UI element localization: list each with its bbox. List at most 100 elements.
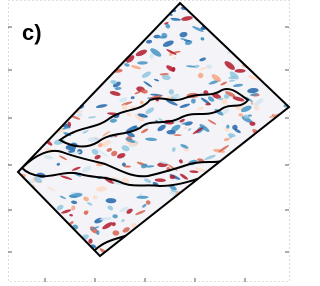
- vortex-blob: [223, 0, 230, 7]
- vortex-blob: [283, 38, 289, 43]
- vortex-blob: [256, 65, 263, 69]
- vortex-blob: [190, 237, 200, 246]
- vortex-blob: [97, 25, 105, 32]
- vortex-blob: [75, 5, 84, 10]
- vortex-blob: [196, 223, 203, 230]
- vortex-blob: [282, 218, 291, 225]
- vortex-blob: [90, 49, 98, 53]
- vortex-blob: [180, 252, 188, 258]
- figure-panel: c): [0, 0, 292, 286]
- vortex-blob: [282, 219, 292, 221]
- vortex-blob: [173, 233, 179, 237]
- vortex-blob: [242, 237, 251, 245]
- vortex-blob: [16, 115, 27, 121]
- vortex-blob: [273, 0, 282, 6]
- vortex-blob: [26, 97, 38, 105]
- vortex-blob: [67, 79, 75, 81]
- vortex-blob: [161, 250, 172, 258]
- vortex-blob: [127, 19, 136, 24]
- vortex-blob: [57, 249, 66, 257]
- vortex-blob: [27, 75, 37, 84]
- vortex-blob: [31, 73, 44, 80]
- vortex-blob: [87, 8, 98, 17]
- vortex-blob: [59, 10, 66, 15]
- vortex-blob: [273, 55, 279, 60]
- vortex-blob: [12, 11, 21, 17]
- vortex-blob: [237, 240, 248, 246]
- vortex-blob: [40, 213, 44, 216]
- vortex-blob: [26, 97, 33, 104]
- vortex-blob: [194, 234, 201, 238]
- vortex-blob: [267, 1, 278, 8]
- vortex-blob: [188, 248, 191, 251]
- vortex-blob: [264, 129, 274, 138]
- vortex-blob: [104, 38, 111, 44]
- vortex-blob: [217, 238, 221, 241]
- vortex-blob: [257, 218, 270, 228]
- vortex-blob: [257, 251, 269, 257]
- vortex-blob: [46, 20, 50, 25]
- vortex-blob: [29, 97, 40, 103]
- vortex-blob: [272, 129, 279, 135]
- vortex-blob: [102, 27, 108, 34]
- vortex-blob: [91, 54, 97, 58]
- vortex-blob: [50, 83, 55, 89]
- vortex-blob: [43, 12, 53, 21]
- vortex-blob: [63, 25, 71, 32]
- vortex-blob: [263, 254, 268, 260]
- vortex-blob: [45, 69, 54, 76]
- vortex-blob: [251, 4, 256, 9]
- vortex-blob: [46, 91, 53, 98]
- vortex-blob: [182, 219, 189, 224]
- vortex-blob: [77, 45, 86, 51]
- vortex-blob: [237, 21, 245, 26]
- vortex-blob: [166, 204, 179, 214]
- vortex-blob: [274, 63, 282, 69]
- vortex-blob: [234, 196, 240, 200]
- vortex-blob: [26, 228, 33, 232]
- vortex-blob: [213, 245, 218, 250]
- vortex-blob: [83, 63, 92, 70]
- vortex-blob: [12, 111, 21, 118]
- vortex-blob: [163, 235, 174, 239]
- vortex-blob: [22, 115, 29, 120]
- vortex-blob: [40, 34, 53, 40]
- vortex-blob: [240, 39, 248, 43]
- vortex-blob: [55, 110, 62, 115]
- vortex-blob: [258, 222, 263, 228]
- vortex-blob: [158, 217, 168, 225]
- vortex-blob: [241, 32, 251, 40]
- vortex-blob: [92, 1, 97, 7]
- vortex-blob: [112, 37, 119, 41]
- vortex-blob: [233, 163, 241, 170]
- vortex-blob: [209, 11, 219, 17]
- vortex-blob: [93, 12, 103, 19]
- vortex-blob: [172, 208, 185, 216]
- vortex-blob: [224, 170, 231, 176]
- vortex-blob: [13, 123, 26, 129]
- vortex-blob: [82, 74, 88, 79]
- vortex-blob: [13, 249, 21, 257]
- vortex-blob: [27, 235, 32, 240]
- vortex-blob: [43, 213, 52, 221]
- vortex-blob: [22, 58, 35, 64]
- vortex-blob: [158, 251, 165, 258]
- vortex-blob: [59, 82, 69, 91]
- vortex-blob: [211, 194, 218, 199]
- vortex-blob: [56, 235, 63, 237]
- vortex-blob: [275, 145, 279, 150]
- vortex-blob: [31, 93, 38, 96]
- vortex-blob: [20, 51, 28, 56]
- vortex-blob: [97, 6, 102, 10]
- vortex-blob: [31, 147, 37, 151]
- vortex-blob: [264, 127, 272, 135]
- vortex-blob: [272, 240, 277, 245]
- vortex-blob: [199, 211, 208, 219]
- vortex-blob: [93, 75, 100, 80]
- vortex-blob: [30, 64, 40, 69]
- vortex-blob: [258, 177, 265, 181]
- vortex-blob: [132, 246, 139, 252]
- vortex-blob: [58, 21, 70, 31]
- vortex-blob: [103, 20, 107, 24]
- vortex-blob: [279, 26, 284, 30]
